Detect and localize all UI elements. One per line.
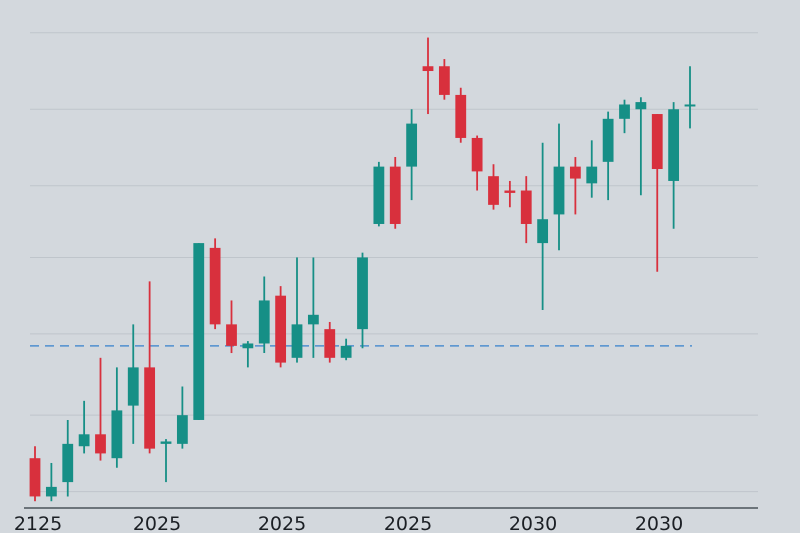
candle [226,300,237,354]
candle-body [209,247,221,325]
candle-body [553,166,565,215]
candle [406,109,418,201]
candle-body [438,66,450,95]
candle [291,257,303,363]
candle-body [291,324,303,358]
candle [373,161,385,227]
candle [144,281,156,454]
candle [62,419,74,497]
candle-body [537,219,549,244]
candle [471,135,483,191]
candle [95,357,106,461]
candle-body [422,66,434,72]
candle [684,66,696,129]
candle [455,87,467,143]
candle-body [586,166,598,184]
candle-body [78,434,90,447]
candle [504,180,516,208]
candle-body [471,137,483,172]
candle-body [488,176,499,205]
candle-body [127,367,139,406]
candle [619,99,630,134]
candle-body [258,300,270,344]
candle-body [324,329,336,358]
candle-body [160,441,172,444]
candle-body [684,104,696,107]
candle-body [29,458,41,497]
candle-body [226,324,237,346]
candle-body [144,367,156,449]
candle-body [357,257,368,330]
candle [307,257,319,358]
candle [635,97,647,196]
candle [340,338,352,361]
candle [78,400,90,454]
candle-body [193,243,205,420]
candle-body [340,345,352,358]
x-tick-label: 2025 [384,513,432,533]
x-tick-label: 2025 [258,513,306,533]
candle-body [307,314,319,325]
candle [242,341,254,368]
candle [193,243,205,420]
candle-body [569,166,581,179]
candle-body [520,190,532,224]
candle [553,123,565,251]
candle-body [651,114,663,170]
candle-body [406,123,418,167]
candle-body [373,166,385,224]
candle [602,111,614,201]
x-tick-labels: 2125 2025 2025 2025 2030 2030 [14,513,683,533]
candle [160,439,172,483]
x-tick-label: 2030 [509,513,557,533]
candle-body [275,295,287,363]
candle [537,142,549,311]
candle-body [111,410,123,459]
candle [668,102,680,229]
candle [29,446,41,502]
candle-body [602,118,614,162]
candle [258,276,270,354]
candle [488,164,499,210]
candle [422,37,434,115]
candle-body [668,109,680,181]
candle [127,324,139,444]
candle [209,238,221,330]
candle-body [635,102,647,110]
candle [111,367,123,468]
candle [520,176,532,244]
candle-body [504,190,516,193]
candle [651,114,663,272]
candle-body [62,443,74,483]
candles [29,37,696,502]
candle-body [176,415,188,444]
candle-body [389,166,401,224]
candle [438,59,450,100]
candle [569,157,581,215]
candle [324,321,336,363]
candle-body [242,343,254,349]
candle-body [455,94,467,138]
x-tick-label: 2030 [635,513,683,533]
candle [389,157,401,229]
candle-body [45,486,57,497]
candle [176,386,188,449]
gridlines [30,32,758,493]
candle [586,140,598,198]
candle [275,286,287,368]
x-tick-label: 2125 [14,513,62,533]
candle-body [619,104,630,119]
candle [357,252,368,349]
candle-body [95,434,106,454]
x-tick-label: 2025 [133,513,181,533]
candle [45,462,57,502]
